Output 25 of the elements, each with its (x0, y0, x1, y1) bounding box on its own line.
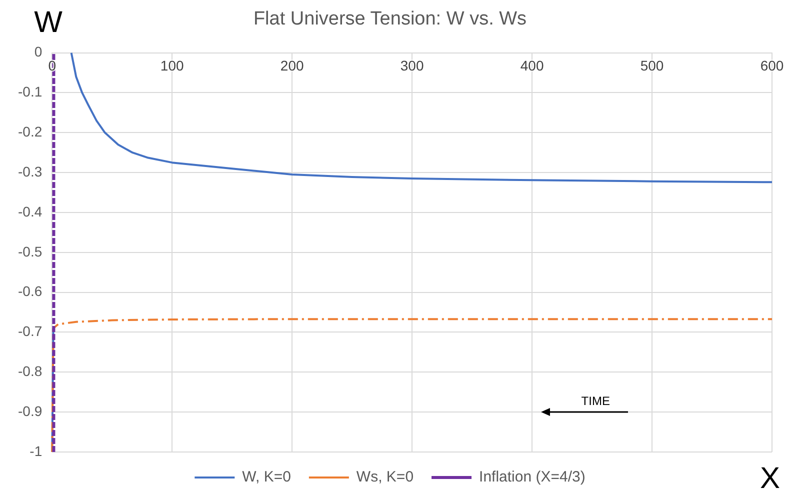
x-axis-title: X (760, 462, 780, 495)
y-tick-label: -0.6 (18, 283, 42, 300)
x-tick-label: 500 (640, 58, 664, 74)
y-tick-label: -0.8 (18, 363, 42, 380)
y-tick-label: 0 (34, 44, 42, 60)
x-tick-label: 200 (280, 58, 304, 74)
chart-title: Flat Universe Tension: W vs. Ws (253, 8, 527, 30)
y-tick-label: -0.5 (18, 243, 42, 260)
y-tick-label: -0.1 (18, 84, 42, 100)
legend-label: W, K=0 (242, 468, 291, 486)
annotation: TIME (581, 394, 610, 408)
y-tick-label: -0.9 (18, 402, 42, 419)
x-tick-label: 600 (760, 58, 784, 74)
y-axis-title: W (34, 6, 62, 39)
x-tick-label: 0 (48, 58, 56, 74)
y-tick-label: -0.4 (18, 203, 42, 220)
x-tick-label: 300 (400, 58, 424, 74)
legend-label: Inflation (X=4/3) (479, 468, 586, 486)
y-tick-label: -0.3 (18, 163, 42, 180)
x-tick-label: 100 (160, 58, 184, 74)
y-tick-label: -0.2 (18, 124, 42, 140)
legend-label: Ws, K=0 (356, 468, 414, 486)
y-tick-label: -1 (30, 442, 42, 459)
x-tick-label: 400 (520, 58, 544, 74)
y-tick-label: -0.7 (18, 323, 42, 340)
